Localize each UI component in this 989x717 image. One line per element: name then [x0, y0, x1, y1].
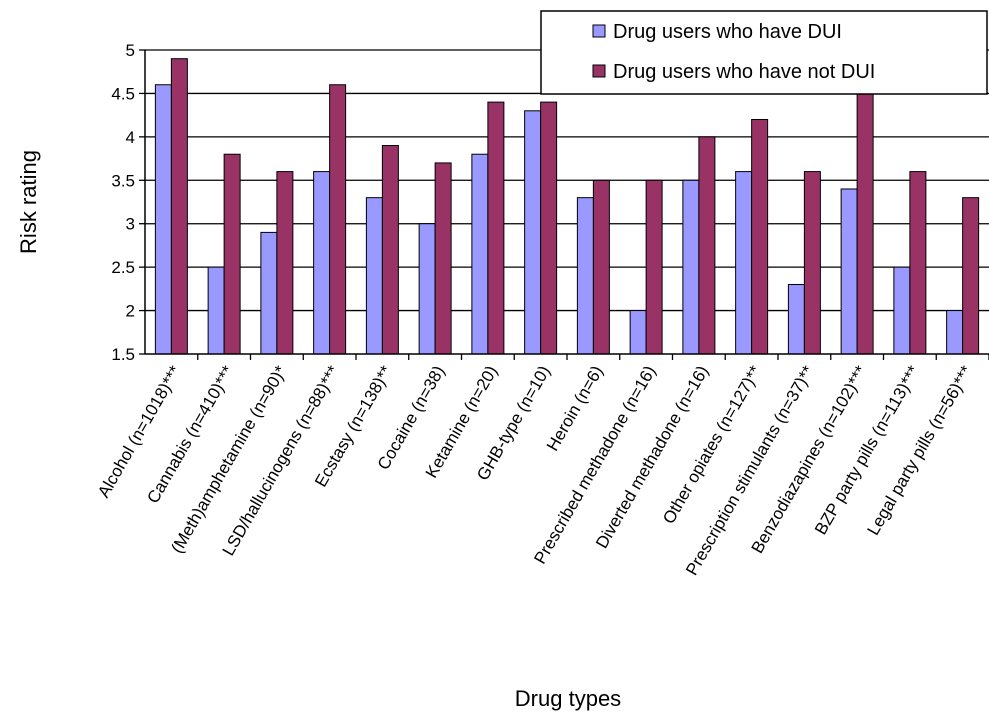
bar-dui	[840, 188, 858, 355]
bar-dui	[682, 179, 700, 355]
bar-not-dui	[592, 179, 610, 355]
bar-dui	[471, 153, 489, 355]
bar-dui	[787, 284, 805, 355]
y-tick-label: 4	[126, 128, 135, 147]
y-tick-label: 4.5	[111, 84, 135, 103]
legend: Drug users who have DUI Drug users who h…	[540, 10, 988, 95]
y-axis-title: Risk rating	[16, 150, 41, 254]
bar-not-dui	[381, 145, 399, 355]
bar-not-dui	[962, 197, 980, 355]
legend-label-dui: Drug users who have DUI	[613, 21, 842, 43]
bar-not-dui	[170, 58, 188, 355]
x-category-labels: Alcohol (n=1018)***Cannabis (n=410)***(M…	[94, 362, 976, 578]
bar-not-dui	[487, 101, 505, 355]
bar-not-dui	[751, 118, 769, 355]
bar-dui	[946, 310, 964, 355]
x-category-label: Other opiates (n=127)**	[659, 362, 765, 527]
bar-dui	[260, 231, 278, 355]
bars	[154, 58, 980, 355]
bar-not-dui	[434, 162, 452, 355]
bar-dui	[576, 197, 594, 355]
bar-dui	[893, 266, 911, 355]
bar-not-dui	[803, 171, 821, 355]
bar-not-dui	[645, 179, 663, 355]
legend-swatch-dui	[592, 24, 606, 38]
bar-not-dui	[329, 84, 347, 355]
y-tick-label: 3	[126, 215, 135, 234]
x-category-label: Legal party pills (n=56)***	[863, 362, 976, 538]
x-axis-title: Drug types	[515, 686, 621, 711]
y-tick-label: 5	[126, 41, 135, 60]
bar-dui	[418, 223, 436, 355]
bar-dui	[207, 266, 225, 355]
y-tick-label: 2	[126, 302, 135, 321]
bar-not-dui	[909, 171, 927, 355]
y-tick-labels: 1.5 2 2.5 3 3.5 4 4.5 5	[111, 41, 135, 364]
y-tick-label: 3.5	[111, 171, 135, 190]
y-tick-label: 2.5	[111, 258, 135, 277]
axes	[144, 50, 989, 360]
bar-not-dui	[698, 136, 716, 355]
legend-swatch-not-dui	[592, 64, 606, 78]
bar-not-dui	[223, 153, 241, 355]
bar-dui	[154, 84, 172, 355]
legend-box	[540, 10, 988, 95]
bar-dui	[365, 197, 383, 355]
bar-dui	[313, 171, 331, 355]
bar-dui	[629, 310, 647, 355]
bar-not-dui	[540, 101, 558, 355]
bar-dui	[524, 110, 542, 355]
y-tick-label: 1.5	[111, 345, 135, 364]
legend-label-not-dui: Drug users who have not DUI	[613, 61, 875, 83]
bar-dui	[735, 171, 753, 355]
bar-not-dui	[856, 92, 874, 355]
bar-not-dui	[276, 171, 294, 355]
x-category-label: BZP party pills (n=113)***	[811, 362, 923, 538]
